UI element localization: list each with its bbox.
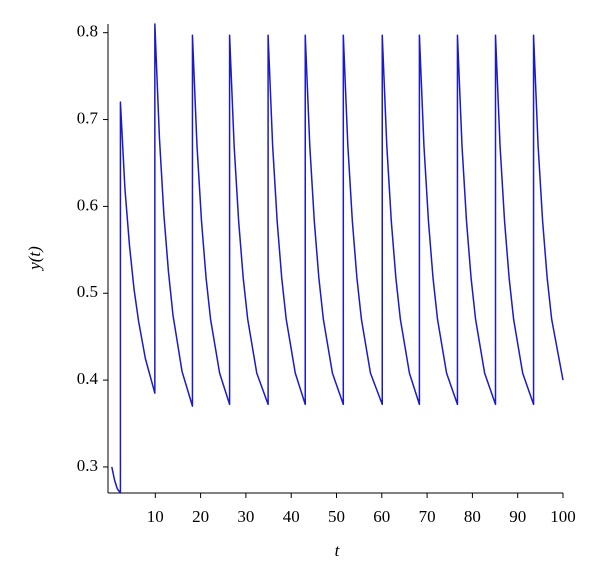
y-tick-label: 0.3 <box>77 456 98 475</box>
x-axis-label: t <box>335 541 341 560</box>
x-tick-label: 20 <box>192 507 209 526</box>
x-tick-label: 80 <box>464 507 481 526</box>
x-tick-label: 70 <box>419 507 436 526</box>
x-tick-label: 50 <box>328 507 345 526</box>
x-tick-label: 60 <box>373 507 390 526</box>
y-tick-label: 0.4 <box>77 369 99 388</box>
x-tick-label: 100 <box>550 507 576 526</box>
y-axis-label: y(t) <box>25 246 44 272</box>
x-tick-label: 90 <box>509 507 526 526</box>
x-tick-label: 10 <box>147 507 164 526</box>
y-tick-label: 0.6 <box>77 195 98 214</box>
y-tick-label: 0.5 <box>77 282 98 301</box>
x-tick-label: 40 <box>283 507 300 526</box>
x-tick-label: 30 <box>237 507 254 526</box>
y-tick-label: 0.7 <box>77 108 99 127</box>
y-tick-label: 0.8 <box>77 22 98 41</box>
line-series <box>111 23 564 494</box>
